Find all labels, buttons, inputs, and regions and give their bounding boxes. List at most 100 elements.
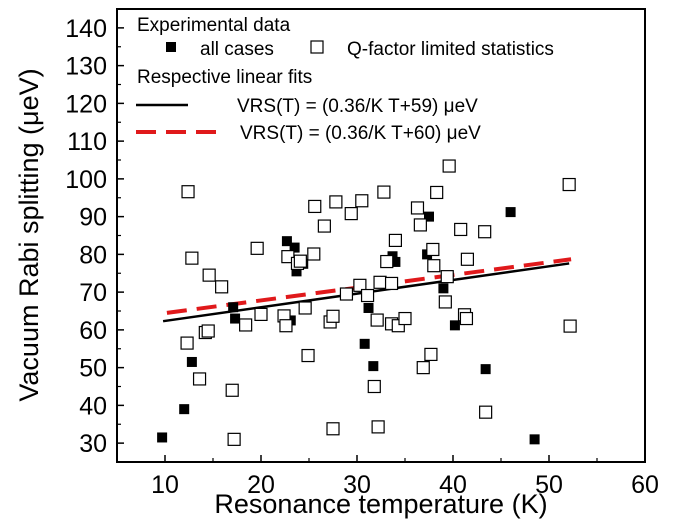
point-all-cases: [390, 256, 401, 267]
legend-label-fit-1: VRS(T) = (0.36/K T+59) μeV: [237, 96, 478, 117]
y-tick-label: 70: [79, 279, 107, 307]
point-q-factor: [307, 247, 321, 261]
x-axis: 10 20 30 40 50 60: [116, 455, 659, 499]
point-all-cases: [438, 283, 449, 294]
point-q-factor: [326, 309, 340, 323]
point-q-factor: [479, 405, 493, 419]
point-all-cases: [368, 361, 379, 372]
point-q-factor: [430, 185, 444, 200]
point-q-factor: [329, 195, 343, 209]
point-q-factor: [185, 251, 199, 265]
y-tick-label: 80: [79, 241, 107, 269]
point-all-cases: [230, 313, 241, 324]
x-tick-label: 10: [151, 471, 179, 499]
point-q-factor: [293, 254, 307, 268]
point-all-cases: [228, 302, 239, 313]
point-q-factor: [371, 420, 385, 434]
point-all-cases: [179, 404, 190, 415]
point-q-factor: [438, 295, 452, 309]
point-q-factor: [344, 207, 358, 221]
data-points: [157, 159, 577, 446]
point-q-factor: [367, 379, 381, 394]
point-q-factor: [301, 348, 315, 363]
legend-marker-all-cases: [166, 42, 176, 52]
y-tick-label: 100: [65, 166, 107, 194]
y-tick-label: 50: [79, 355, 107, 383]
x-tick-label: 60: [631, 471, 659, 499]
point-q-factor: [225, 383, 239, 397]
point-q-factor: [298, 301, 312, 315]
point-q-factor: [360, 288, 375, 303]
point-q-factor: [326, 422, 340, 436]
point-all-cases: [363, 302, 374, 313]
point-q-factor: [424, 347, 438, 362]
point-q-factor: [454, 222, 468, 237]
point-q-factor: [308, 199, 322, 214]
point-q-factor: [279, 319, 293, 333]
legend-header-fits: Respective linear fits: [137, 67, 312, 88]
point-q-factor: [180, 336, 194, 350]
point-q-factor: [442, 159, 456, 173]
point-all-cases: [291, 266, 302, 277]
point-all-cases: [529, 434, 540, 445]
point-all-cases: [281, 236, 292, 247]
point-q-factor: [413, 218, 427, 232]
point-q-factor: [563, 319, 577, 333]
point-q-factor: [377, 185, 391, 199]
x-axis-title: Resonance temperature (K): [214, 489, 547, 519]
point-q-factor: [227, 432, 241, 446]
x-tick-label: 40: [439, 471, 467, 499]
point-q-factor: [239, 318, 253, 332]
x-tick-label: 50: [535, 471, 563, 499]
y-axis: 30 40 50 60 70 80 90 100 110 120 130 140: [65, 15, 124, 458]
point-q-factor: [373, 275, 387, 289]
point-q-factor: [388, 233, 402, 248]
point-q-factor: [353, 278, 367, 292]
point-q-factor: [181, 185, 195, 199]
legend-marker-q-factor: [310, 40, 324, 54]
point-q-factor: [410, 201, 425, 215]
y-tick-label: 30: [79, 430, 107, 458]
point-all-cases: [289, 242, 300, 253]
point-all-cases: [186, 356, 197, 367]
legend-header-experimental: Experimental data: [137, 15, 291, 36]
y-tick-label: 40: [79, 392, 107, 420]
point-q-factor: [339, 287, 354, 301]
y-tick-label: 110: [67, 128, 107, 156]
point-q-factor: [460, 252, 474, 266]
x-tick-label: 20: [247, 471, 275, 499]
point-q-factor: [459, 311, 474, 326]
point-q-factor: [202, 268, 216, 282]
point-q-factor: [370, 313, 384, 327]
point-q-factor: [398, 311, 412, 326]
point-q-factor: [192, 372, 207, 386]
legend-label-fit-2: VRS(T) = (0.36/K T+60) μeV: [240, 123, 481, 144]
point-q-factor: [215, 280, 229, 294]
x-tick-label: 30: [343, 471, 371, 499]
point-all-cases: [424, 211, 434, 222]
point-q-factor: [427, 259, 441, 273]
legend: Experimental data all cases Q-factor lim…: [136, 15, 554, 144]
y-axis-title: Vacuum Rabi splitting (μeV): [14, 68, 44, 401]
point-q-factor: [201, 324, 215, 338]
point-q-factor: [478, 225, 492, 239]
legend-label-all-cases: all cases: [200, 39, 274, 60]
legend-label-q-factor: Q-factor limited statistics: [347, 39, 554, 60]
y-tick-label: 90: [79, 204, 107, 232]
point-all-cases: [449, 320, 460, 331]
y-tick-label: 130: [65, 53, 107, 81]
point-q-factor: [416, 361, 430, 375]
point-q-factor: [384, 276, 399, 291]
point-q-factor: [317, 219, 331, 233]
point-q-factor: [380, 254, 394, 269]
point-q-factor: [250, 241, 264, 255]
y-tick-label: 60: [79, 317, 107, 345]
point-all-cases: [480, 364, 491, 375]
point-q-factor: [355, 194, 369, 208]
point-all-cases: [157, 432, 168, 443]
point-q-factor: [426, 242, 440, 257]
y-tick-label: 120: [65, 90, 107, 118]
point-all-cases: [505, 207, 516, 218]
point-all-cases: [359, 338, 370, 349]
